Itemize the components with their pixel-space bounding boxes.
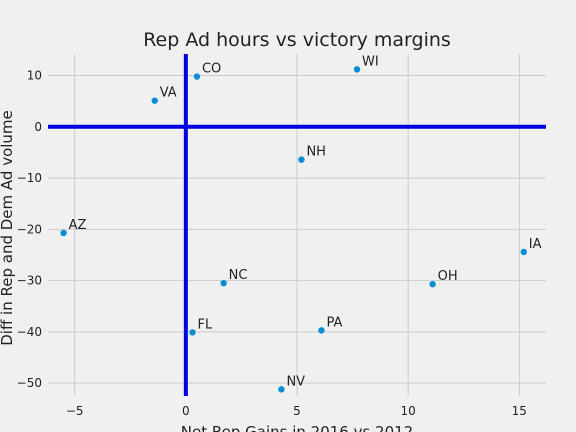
y-tick-label: −30 (17, 274, 42, 288)
x-tick-label: 10 (401, 404, 416, 418)
data-point-nc (220, 279, 227, 287)
data-point-ia (520, 248, 527, 256)
point-label-oh: OH (438, 269, 458, 284)
y-axis-label: Diff in Rep and Dem Ad volume (0, 110, 16, 346)
reference-lines (48, 54, 546, 396)
x-tick-label: 0 (182, 404, 190, 418)
data-point-va (151, 97, 158, 104)
x-axis-label: Net Rep Gains in 2016 vs 2012 (181, 423, 413, 432)
data-point-nh (298, 156, 305, 163)
point-label-fl: FL (198, 317, 213, 332)
x-tick-label: 15 (512, 404, 527, 418)
point-label-nv: NV (286, 374, 305, 389)
point-label-ia: IA (529, 237, 542, 252)
chart-title: Rep Ad hours vs victory margins (143, 29, 451, 51)
point-label-nh: NH (306, 145, 326, 160)
data-points: CO WI VA NH AZ IA NC OH FL PA NV (60, 54, 542, 393)
data-point-pa (318, 327, 325, 334)
point-label-va: VA (160, 86, 177, 101)
data-point-az (60, 229, 67, 237)
data-point-wi (353, 66, 361, 73)
data-point-fl (189, 329, 196, 336)
y-tick-label: 10 (27, 69, 42, 83)
y-tick-label: −10 (17, 171, 42, 185)
point-label-pa: PA (326, 315, 342, 330)
data-point-co (193, 73, 201, 80)
data-point-nv (278, 386, 285, 393)
y-tick-label: 0 (34, 120, 42, 134)
point-label-wi: WI (362, 54, 379, 69)
y-tick-label: −40 (17, 325, 42, 339)
y-tick-label: −20 (17, 222, 42, 236)
data-point-oh (429, 281, 436, 288)
x-tick-label: −5 (66, 404, 84, 418)
point-label-az: AZ (69, 218, 87, 233)
point-label-co: CO (202, 62, 221, 77)
grid (48, 54, 546, 396)
x-tick-label: 5 (293, 404, 301, 418)
point-label-nc: NC (229, 268, 248, 283)
y-tick-label: −50 (17, 376, 42, 390)
